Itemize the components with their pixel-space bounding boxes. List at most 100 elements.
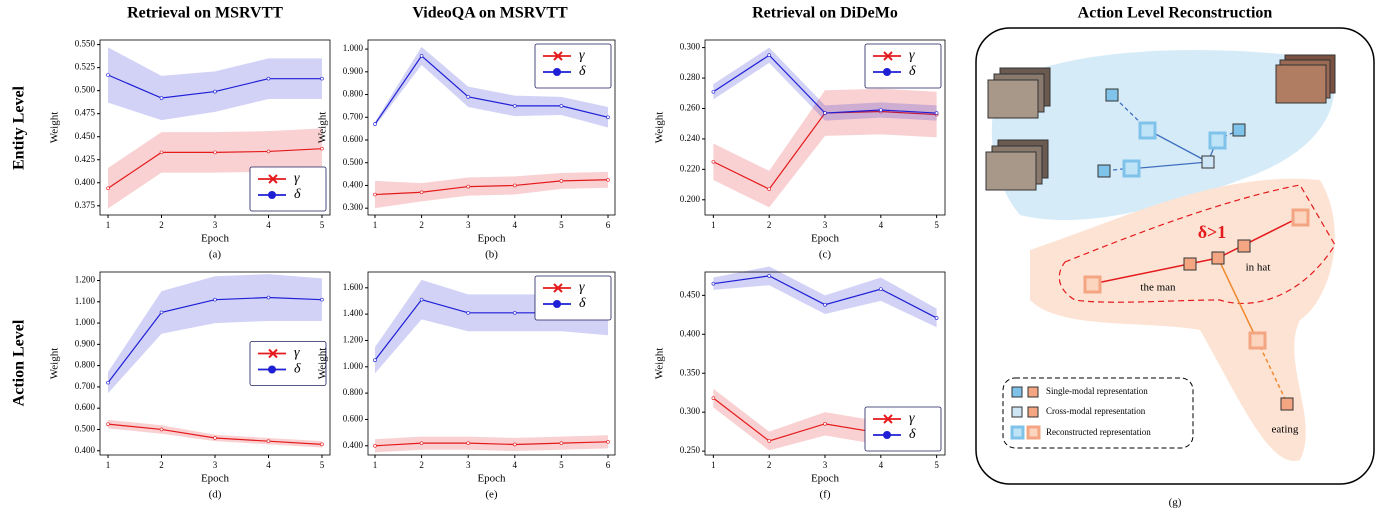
column-title: VideoQA on MSRVTT — [412, 5, 568, 22]
plot-frame — [704, 271, 946, 456]
row-label: Entity Level — [11, 85, 28, 170]
point — [513, 183, 517, 188]
legend-label: γ — [579, 280, 585, 295]
point — [934, 111, 939, 115]
legend-marker — [883, 431, 891, 439]
y-tick-label: 1.200 — [75, 275, 96, 285]
legend-marker — [883, 414, 893, 424]
legend-label: γ — [294, 171, 300, 186]
x-tick-label: 1 — [106, 460, 111, 470]
legend-box — [534, 275, 612, 321]
y-tick-label: 0.400 — [343, 440, 364, 450]
point — [213, 150, 217, 155]
band — [374, 171, 609, 209]
legend-label: Cross-modal representation — [1046, 406, 1146, 416]
point — [159, 96, 164, 100]
y-tick-label: 0.300 — [680, 406, 701, 416]
legend-label: γ — [909, 48, 915, 63]
y-tick-label: 0.375 — [75, 200, 96, 210]
video-frames — [985, 151, 1037, 191]
x-tick-label: 1 — [373, 220, 378, 230]
diagram-legend — [1002, 377, 1194, 449]
y-tick-label: 0.400 — [75, 177, 96, 187]
point — [606, 440, 610, 444]
y-axis-label: Weight — [654, 348, 666, 380]
point — [106, 380, 110, 385]
band — [713, 47, 937, 121]
y-tick-label: 0.500 — [75, 85, 96, 95]
x-axis-label: Epoch — [477, 233, 506, 245]
y-tick-label: 1.000 — [75, 317, 96, 327]
nodes — [1083, 88, 1310, 411]
y-axis-label: Weight — [317, 112, 329, 144]
point — [466, 184, 470, 189]
series-line — [374, 179, 609, 196]
legend-label: Single-modal representation — [1046, 386, 1148, 396]
y-tick-label: 0.425 — [75, 154, 96, 164]
legend-marker — [553, 51, 563, 61]
point — [879, 287, 883, 291]
x-tick-label: 4 — [879, 460, 884, 470]
x-tick-label: 3 — [466, 460, 471, 470]
x-tick-label: 2 — [419, 460, 424, 470]
condition: δ>1 — [1198, 222, 1227, 242]
point — [466, 311, 470, 315]
y-tick-label: 0.500 — [75, 424, 96, 434]
y-tick-label: 1.000 — [343, 361, 364, 371]
x-tick-label: 4 — [513, 220, 518, 230]
y-tick-label: 0.600 — [343, 414, 364, 424]
caption: (g) — [1169, 497, 1182, 509]
point — [606, 177, 610, 182]
point — [373, 192, 377, 197]
point — [823, 302, 827, 307]
legend-label: γ — [909, 411, 915, 426]
y-tick-label: 0.800 — [343, 89, 364, 99]
point — [159, 150, 164, 155]
y-tick-label: 0.550 — [75, 39, 96, 49]
x-tick-label: 3 — [823, 460, 828, 470]
point — [466, 95, 470, 99]
legend-icons — [1010, 386, 1041, 440]
plot-frame — [367, 39, 616, 216]
point — [106, 186, 110, 191]
point — [159, 310, 164, 315]
series-line — [374, 441, 609, 447]
y-tick-label: 0.525 — [75, 62, 96, 72]
point — [373, 443, 377, 448]
dashed-region — [1058, 184, 1336, 305]
row-label: Action Level — [11, 319, 28, 406]
y-tick-label: 0.450 — [75, 131, 96, 141]
x-tick-label: 6 — [606, 460, 611, 470]
caption: (b) — [485, 249, 498, 261]
legend-box — [249, 341, 327, 386]
column-title: Retrieval on DiDeMo — [752, 5, 898, 22]
legend-marker — [553, 283, 563, 293]
x-axis-label: Epoch — [811, 233, 840, 245]
legend-marker — [553, 300, 561, 308]
legend-marker — [553, 68, 561, 76]
column-title: Action Level Reconstruction — [1078, 5, 1273, 22]
point — [767, 439, 771, 443]
y-tick-label: 0.475 — [75, 108, 96, 118]
legend-label: γ — [294, 346, 300, 361]
band — [108, 274, 322, 394]
x-tick-label: 2 — [767, 220, 772, 230]
plot-frame — [99, 271, 331, 456]
y-tick-label: 0.220 — [680, 163, 701, 173]
point — [213, 436, 217, 440]
y-tick-label: 0.240 — [680, 133, 701, 143]
point — [419, 441, 424, 445]
y-tick-label: 0.700 — [343, 111, 364, 121]
point — [711, 89, 716, 94]
point — [513, 104, 517, 108]
x-tick-label: 4 — [266, 220, 271, 230]
y-tick-label: 1.100 — [75, 296, 96, 306]
caption: (d) — [209, 489, 222, 501]
plot-frame — [704, 39, 946, 216]
y-tick-label: 0.900 — [343, 66, 364, 76]
x-tick-label: 3 — [823, 220, 828, 230]
point — [266, 76, 271, 81]
y-tick-label: 0.250 — [680, 445, 701, 455]
y-tick-label: 0.280 — [680, 72, 701, 82]
column-title: Retrieval on MSRVTT — [127, 5, 283, 22]
